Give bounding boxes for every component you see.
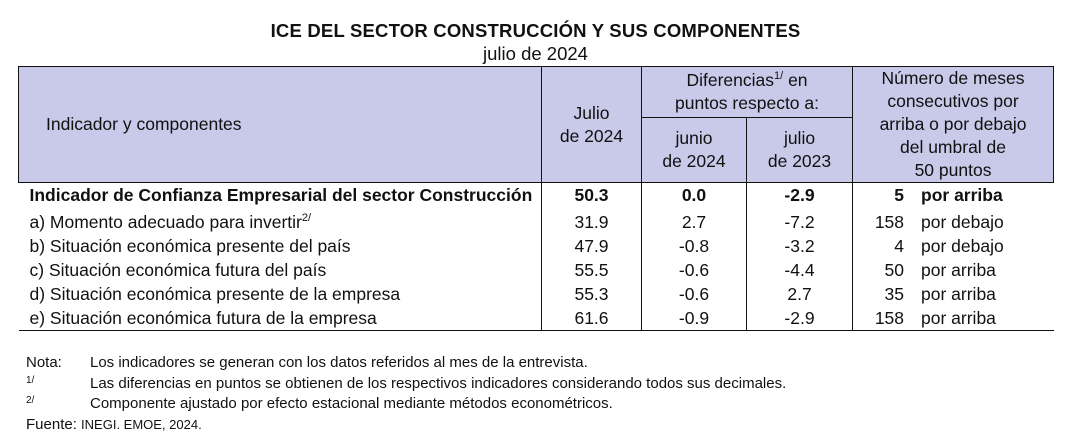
diff-year-cell: -2.9: [745, 182, 853, 210]
diff-year-cell: -4.4: [745, 258, 853, 282]
ice-table: Indicador y componentes Julio de 2024 Di…: [18, 66, 1055, 331]
table-row: c) Situación económica futura del país 5…: [19, 258, 1054, 282]
diff-month-cell: 2.7: [641, 210, 747, 234]
table-row: b) Situación económica presente del país…: [19, 234, 1054, 258]
table-row: a) Momento adecuado para invertir2/ 31.9…: [19, 210, 1054, 234]
header-months: Número de meses consecutivos por arriba …: [852, 66, 1055, 183]
diff-year-cell: -2.9: [745, 306, 853, 331]
months-cell: 35 por arriba: [852, 282, 1054, 306]
months-cell: 158 por arriba: [852, 306, 1054, 331]
header-prev-year: julio de 2023: [745, 116, 854, 184]
note-label: 2/: [26, 395, 35, 406]
header-differences: Diferencias1/ en puntos respecto a:: [640, 66, 854, 118]
note-label: 1/: [26, 374, 35, 386]
diff-month-cell: -0.6: [641, 282, 747, 306]
value-cell: 55.5: [541, 258, 642, 282]
table-row: e) Situación económica futura de la empr…: [18, 306, 1054, 331]
note-text: Los indicadores se generan con los datos…: [90, 354, 588, 371]
months-cell: 4 por debajo: [852, 234, 1054, 258]
value-cell: 31.9: [541, 210, 642, 234]
diff-month-cell: -0.6: [641, 258, 747, 282]
header-current: Julio de 2024: [541, 66, 642, 183]
indicator-name: e) Situación económica futura de la empr…: [18, 306, 542, 331]
table-row-main: Indicador de Confianza Empresarial del s…: [18, 182, 1054, 210]
indicator-name: d) Situación económica presente de la em…: [29, 284, 401, 304]
value-cell: 61.6: [541, 306, 642, 331]
value-cell: 55.3: [541, 282, 642, 306]
diff-year-cell: -7.2: [745, 210, 853, 234]
table-subtitle: julio de 2024: [483, 43, 588, 64]
value-cell: 50.3: [541, 182, 642, 210]
table-body: Indicador de Confianza Empresarial del s…: [18, 182, 1054, 331]
indicator-name: a) Momento adecuado para invertir2/: [29, 212, 312, 232]
table-header: Indicador y componentes Julio de 2024 Di…: [18, 66, 1055, 184]
note-label: Nota:: [26, 354, 62, 371]
table-title: ICE DEL SECTOR CONSTRUCCIÓN Y SUS COMPON…: [270, 20, 801, 41]
source-text: INEGI. EMOE, 2024.: [81, 417, 202, 432]
indicator-name: Indicador de Confianza Empresarial del s…: [18, 182, 542, 210]
diff-year-cell: 2.7: [745, 282, 853, 306]
indicator-name: c) Situación económica futura del país: [29, 260, 327, 280]
months-cell: 158 por debajo: [852, 210, 1054, 234]
source-label: Fuente:: [26, 416, 82, 433]
table-row: d) Situación económica presente de la em…: [19, 282, 1054, 306]
diff-month-cell: 0.0: [641, 182, 747, 210]
diff-month-cell: -0.9: [641, 306, 747, 331]
indicator-name: b) Situación económica presente del país: [29, 236, 351, 256]
months-cell: 5 por arriba: [852, 182, 1054, 210]
note-text: Las diferencias en puntos se obtienen de…: [90, 374, 787, 392]
months-cell: 50 por arriba: [852, 258, 1054, 282]
source-line: Fuente: INEGI. EMOE, 2024.: [26, 416, 202, 433]
header-indicator: Indicador y componentes: [18, 66, 542, 183]
header-prev-month: junio de 2024: [641, 116, 747, 184]
diff-month-cell: -0.8: [641, 234, 747, 258]
diff-year-cell: -3.2: [745, 234, 853, 258]
value-cell: 47.9: [541, 234, 642, 258]
note-text: Componente ajustado por efecto estaciona…: [90, 395, 613, 412]
